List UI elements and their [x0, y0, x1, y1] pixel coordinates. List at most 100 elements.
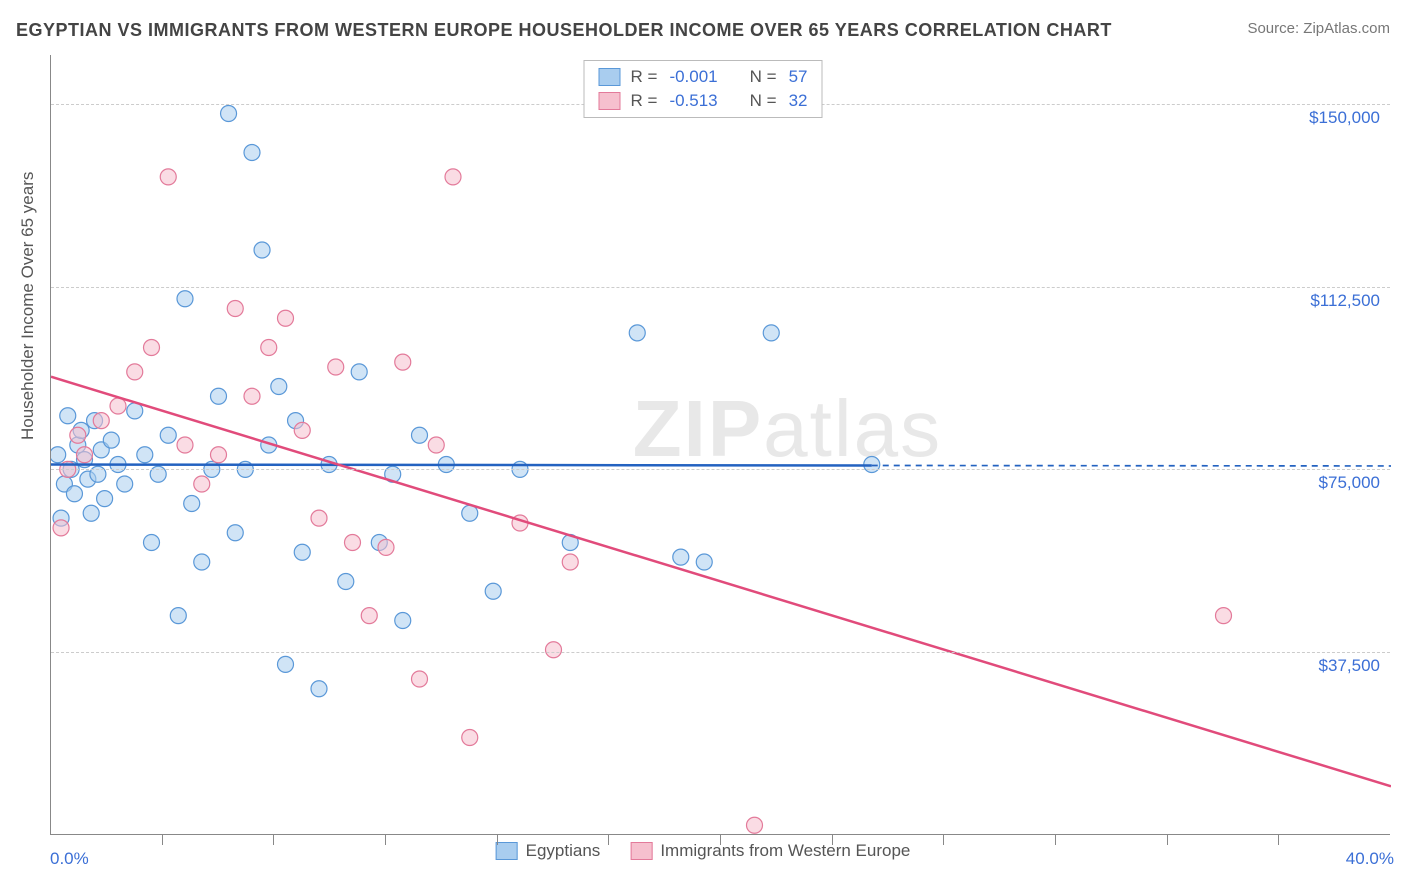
r-label: R = [631, 67, 658, 87]
immigrants-point [462, 730, 478, 746]
immigrants-point [127, 364, 143, 380]
egyptians-point [311, 681, 327, 697]
immigrants-point [53, 520, 69, 536]
immigrants-point [227, 301, 243, 317]
immigrants-point [412, 671, 428, 687]
immigrants-point [562, 554, 578, 570]
immigrants-point [93, 413, 109, 429]
n-value: 32 [789, 91, 808, 111]
immigrants-point [70, 427, 86, 443]
egyptians-point [244, 145, 260, 161]
egyptians-point [351, 364, 367, 380]
immigrants-point [177, 437, 193, 453]
egyptians-point [338, 574, 354, 590]
egyptians-point [144, 535, 160, 551]
r-value: -0.001 [669, 67, 717, 87]
x-tick-mark [162, 835, 163, 845]
egyptians-point [485, 583, 501, 599]
egyptians-point [60, 408, 76, 424]
immigrants-point [294, 422, 310, 438]
immigrants-point [244, 388, 260, 404]
immigrants-point [328, 359, 344, 375]
immigrants-point [747, 817, 763, 833]
egyptians-point [66, 486, 82, 502]
n-label: N = [750, 91, 777, 111]
immigrants-trendline [51, 377, 1391, 787]
egyptians-point [194, 554, 210, 570]
gridline [51, 287, 1390, 288]
immigrants-point [110, 398, 126, 414]
egyptians-point [170, 608, 186, 624]
immigrants-point [395, 354, 411, 370]
immigrants-point [428, 437, 444, 453]
plot-svg [51, 55, 1391, 835]
immigrants-point [261, 340, 277, 356]
n-label: N = [750, 67, 777, 87]
egyptians-point [278, 656, 294, 672]
immigrants-point [77, 447, 93, 463]
immigrants-point [546, 642, 562, 658]
egyptians-point [294, 544, 310, 560]
immigrants-point [361, 608, 377, 624]
egyptians-point [177, 291, 193, 307]
legend-correlation-row: R = -0.001 N = 57 [585, 65, 822, 89]
r-value: -0.513 [669, 91, 717, 111]
x-axis-max: 40.0% [1346, 849, 1394, 869]
egyptians-point [221, 106, 237, 122]
legend-swatch [599, 68, 621, 86]
egyptians-point [412, 427, 428, 443]
x-tick-mark [1167, 835, 1168, 845]
x-axis-min: 0.0% [50, 849, 89, 869]
legend-correlation-row: R =-0.513N =32 [585, 89, 822, 113]
y-axis-label-text: Householder Income Over 65 years [18, 172, 37, 440]
n-value: 57 [789, 67, 808, 87]
immigrants-point [311, 510, 327, 526]
immigrants-point [278, 310, 294, 326]
egyptians-point [83, 505, 99, 521]
egyptians-point [97, 491, 113, 507]
egyptians-point [271, 379, 287, 395]
egyptians-trendline [51, 465, 872, 466]
immigrants-point [160, 169, 176, 185]
egyptians-point [696, 554, 712, 570]
legend-swatch [599, 92, 621, 110]
x-tick-mark [497, 835, 498, 845]
egyptians-point [51, 447, 66, 463]
egyptians-point [211, 388, 227, 404]
y-tick-label: $112,500 [1310, 291, 1380, 311]
y-tick-label: $37,500 [1319, 656, 1380, 676]
egyptians-point [763, 325, 779, 341]
egyptians-point [137, 447, 153, 463]
plot-area: ZIPatlas $37,500$75,000$112,500$150,000 [50, 55, 1390, 835]
x-tick-mark [1055, 835, 1056, 845]
x-tick-mark [273, 835, 274, 845]
x-axis-ticks [50, 835, 1390, 845]
chart-title: EGYPTIAN VS IMMIGRANTS FROM WESTERN EURO… [16, 20, 1112, 41]
egyptians-point [117, 476, 133, 492]
gridline [51, 469, 1390, 470]
immigrants-point [345, 535, 361, 551]
egyptians-point [254, 242, 270, 258]
x-tick-mark [1278, 835, 1279, 845]
egyptians-point [184, 496, 200, 512]
egyptians-point [103, 432, 119, 448]
gridline [51, 652, 1390, 653]
immigrants-point [144, 340, 160, 356]
immigrants-point [378, 539, 394, 555]
source-attribution: Source: ZipAtlas.com [1247, 20, 1390, 37]
egyptians-point [395, 613, 411, 629]
immigrants-point [194, 476, 210, 492]
immigrants-point [211, 447, 227, 463]
x-tick-mark [720, 835, 721, 845]
egyptians-point [160, 427, 176, 443]
y-tick-label: $75,000 [1319, 473, 1380, 493]
y-axis-label: Householder Income Over 65 years [18, 172, 38, 440]
x-tick-mark [832, 835, 833, 845]
immigrants-point [1216, 608, 1232, 624]
egyptians-point [629, 325, 645, 341]
x-tick-mark [385, 835, 386, 845]
x-tick-mark [943, 835, 944, 845]
egyptians-point [227, 525, 243, 541]
egyptians-point [673, 549, 689, 565]
chart-container: EGYPTIAN VS IMMIGRANTS FROM WESTERN EURO… [0, 0, 1406, 892]
